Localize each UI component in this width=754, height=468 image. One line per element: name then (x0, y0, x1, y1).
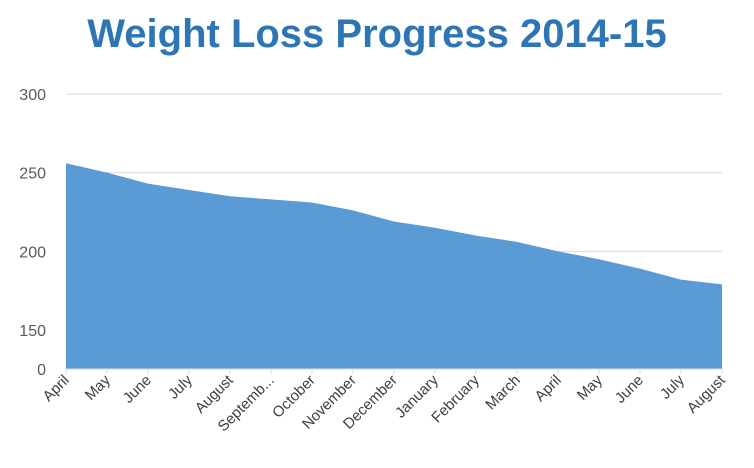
x-tick-label: June (612, 372, 647, 407)
y-axis: 0 150 200 250 300 (19, 87, 46, 379)
x-tick-label: March (482, 372, 523, 413)
x-tick-label: May (574, 371, 606, 403)
chart-title: Weight Loss Progress 2014-15 (87, 12, 667, 56)
plot-area (66, 163, 722, 369)
x-tick-label: July (165, 371, 196, 402)
y-tick-label: 0 (37, 362, 46, 379)
y-tick-label: 300 (19, 87, 46, 104)
x-tick-label: April (532, 372, 565, 405)
x-tick-label: July (657, 371, 688, 402)
y-tick-label: 250 (19, 166, 46, 183)
area-series (66, 163, 722, 369)
x-tick-label: May (82, 371, 114, 403)
x-axis: April May June JulyAugustSeptemb...OctoberN… (40, 368, 730, 435)
x-tick-label: June (120, 372, 155, 407)
y-tick-label: 200 (19, 244, 46, 261)
y-tick-label: 150 (19, 323, 46, 340)
x-tick-label: August (684, 371, 730, 417)
